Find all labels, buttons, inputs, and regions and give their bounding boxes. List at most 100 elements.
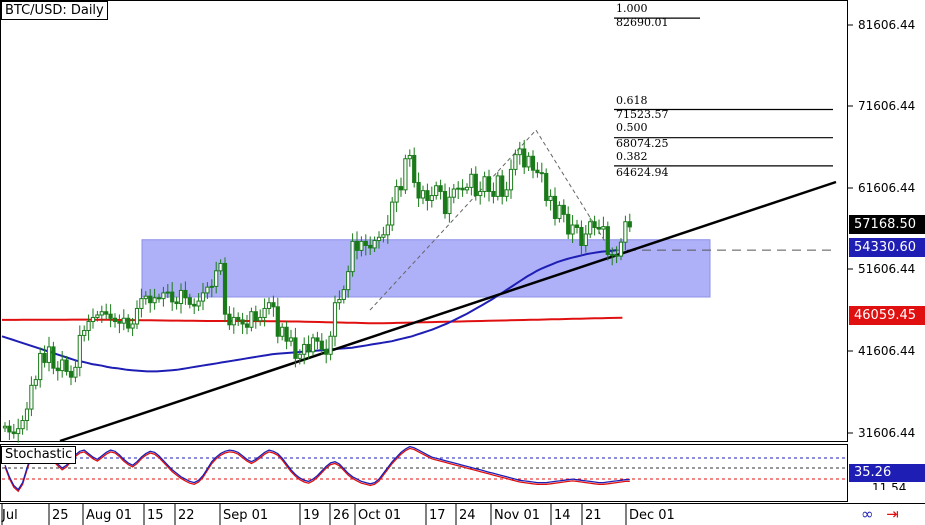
stochastic-label: Stochastic — [1, 446, 77, 464]
candle — [275, 306, 280, 337]
candle — [526, 155, 531, 168]
fib-ratio-0382: 0.382 — [616, 150, 648, 163]
candle — [214, 270, 219, 287]
candle — [183, 289, 188, 299]
candle — [55, 367, 60, 372]
candle — [165, 291, 170, 294]
stoch-k-line — [4, 445, 630, 491]
candle — [434, 185, 439, 197]
candle — [548, 195, 553, 201]
candle — [491, 190, 496, 197]
link-icon[interactable]: ∞ — [861, 505, 874, 523]
candle — [601, 226, 606, 230]
candle — [99, 311, 104, 316]
candle — [218, 262, 223, 272]
candle — [341, 289, 346, 300]
candle — [469, 173, 474, 188]
candle — [240, 319, 245, 325]
candle — [561, 204, 566, 215]
candle — [271, 302, 276, 308]
candle — [297, 353, 302, 359]
candle — [319, 340, 324, 350]
candle — [156, 297, 162, 300]
candle — [262, 307, 267, 318]
chart-title: BTC/USD: Daily — [1, 1, 108, 20]
candle — [592, 221, 597, 228]
trendline — [59, 180, 837, 443]
candle — [64, 359, 69, 372]
candle — [121, 317, 126, 324]
x-label-15: 15 — [147, 508, 164, 523]
candle — [236, 316, 241, 321]
candle — [227, 313, 232, 326]
candle — [90, 316, 96, 323]
candle — [293, 337, 298, 359]
ma200-line — [2, 316, 623, 325]
candle — [284, 326, 289, 342]
arrow-icon[interactable]: ⇥ — [886, 505, 899, 523]
candle — [442, 190, 448, 215]
candle — [209, 285, 214, 288]
candle — [46, 346, 52, 363]
candle — [412, 154, 417, 183]
candle — [627, 221, 632, 228]
x-label-21: 21 — [585, 508, 602, 523]
candle — [605, 226, 610, 255]
candle — [192, 303, 197, 307]
candle — [222, 262, 228, 315]
candle — [117, 321, 122, 324]
candle — [11, 431, 16, 435]
candle — [148, 295, 153, 304]
candle — [7, 425, 12, 433]
candle — [372, 240, 377, 249]
candle — [20, 420, 25, 430]
price-label-61606: 61606.44 — [858, 181, 916, 195]
x-label-aug01: Aug 01 — [86, 508, 133, 523]
fib-ratio-0618: 0.618 — [616, 94, 648, 107]
candle — [385, 224, 390, 236]
candle — [552, 195, 558, 219]
candle — [196, 300, 201, 307]
candle — [398, 186, 404, 191]
candle — [451, 188, 456, 198]
candle — [522, 148, 527, 168]
candle — [152, 297, 157, 304]
candle — [306, 343, 311, 353]
price-label-31606: 31606.44 — [858, 426, 916, 440]
candle — [315, 337, 320, 342]
candle — [324, 348, 329, 355]
candle — [328, 335, 333, 355]
candle — [504, 189, 509, 197]
candle — [231, 316, 236, 326]
x-label-oct01: Oct 01 — [358, 508, 402, 523]
candle — [588, 221, 593, 235]
candle — [126, 317, 131, 329]
candle — [623, 221, 628, 243]
candle — [310, 337, 316, 353]
candle — [95, 314, 100, 318]
fib-price-1000: 82690.01 — [616, 16, 669, 29]
candle — [77, 334, 82, 368]
candle — [420, 190, 426, 199]
candle — [332, 302, 338, 337]
candle — [288, 337, 294, 342]
candle — [354, 240, 360, 251]
candle — [346, 271, 351, 291]
price-label-71606: 71606.44 — [858, 99, 916, 113]
candle — [429, 195, 434, 201]
candle — [566, 213, 571, 235]
candle — [86, 321, 91, 332]
candle — [473, 173, 478, 197]
fib-ratio-0500: 0.500 — [616, 121, 648, 134]
candle — [29, 384, 34, 410]
ma200-price-tag: 46059.45 — [849, 306, 925, 325]
candle — [38, 352, 43, 381]
candle — [170, 291, 175, 303]
fib-price-0618: 71523.57 — [616, 108, 669, 121]
stoch-d-line — [4, 447, 630, 493]
x-label-14: 14 — [554, 508, 571, 523]
candle — [438, 185, 443, 192]
fib-diagonal — [369, 129, 537, 311]
toolbar-icons: ∞ ⇥ — [861, 505, 899, 523]
